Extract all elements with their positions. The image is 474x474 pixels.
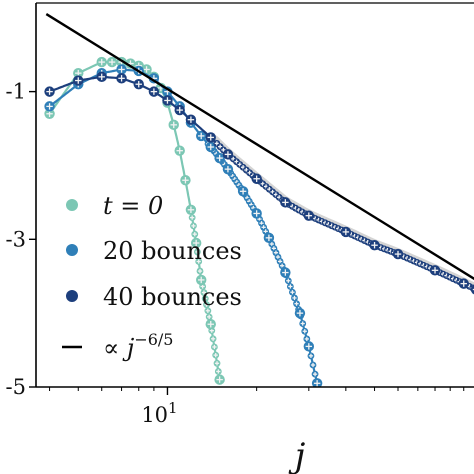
- plot-area: [44, 13, 474, 387]
- series-t0-point-3: [106, 56, 118, 68]
- series-t0-trail-4: [193, 248, 201, 256]
- series-t0-trail-10: [201, 295, 209, 303]
- series-b40-point-0: [44, 86, 55, 97]
- series-b20-point-11: [214, 152, 225, 164]
- series-b20-point-19: [311, 378, 323, 387]
- series-t0-trail-13: [205, 313, 213, 321]
- series-b20-trail-50: [307, 352, 315, 360]
- series-b20-point-0: [44, 101, 55, 112]
- series-b40: [44, 71, 474, 295]
- series-b40-point-19-disc: [470, 284, 474, 295]
- series-b40-point-15: [369, 240, 380, 251]
- reference-line: [45, 13, 474, 281]
- series-b20-point-17: [294, 307, 306, 319]
- series-b20-trail-40: [286, 283, 294, 290]
- series-t0-point-15: [190, 237, 202, 249]
- series-t0-point-14: [185, 204, 197, 215]
- legend-swatch-b40: [66, 290, 78, 302]
- series-b40-point-3: [116, 73, 127, 84]
- series-b40-point-5: [148, 86, 160, 97]
- series-b20-trail-52: [311, 370, 319, 378]
- series-t0-point-13: [180, 175, 191, 186]
- legend-label-b20: 20 bounces: [103, 237, 242, 265]
- series-t0-trail-11: [203, 301, 210, 309]
- series-t0-trail-16: [209, 335, 217, 343]
- series-b20-trail-47: [301, 327, 309, 335]
- series-b20-point-18: [303, 341, 315, 352]
- series-b40-point-10: [222, 149, 234, 160]
- series-b20-point-9: [196, 130, 207, 142]
- series-t0-point-0: [44, 108, 55, 119]
- series-b40-point-7: [174, 104, 185, 116]
- series-b20-point-10: [205, 141, 216, 153]
- plot-inner: [44, 13, 474, 387]
- series-b40-point-6: [162, 95, 173, 106]
- series-b40-point-16: [392, 248, 404, 260]
- series-t0-trail-20: [214, 368, 222, 375]
- series-b20-trail-43: [293, 300, 300, 308]
- series-t0-trail-12: [204, 307, 212, 315]
- series-t0-trail-2: [191, 230, 199, 238]
- series-t0-trail-18: [212, 351, 220, 359]
- series-t0-trail-5: [195, 258, 203, 265]
- series-b20-trail-41: [289, 288, 296, 296]
- x-axis-label: j: [288, 436, 306, 474]
- y-tick-label-2: -5: [6, 375, 26, 399]
- series-b20-trail-46: [299, 320, 307, 327]
- legend: t = 0 20 bounces 40 bounces ∝ j−6/5: [62, 192, 242, 362]
- y-tick-label-0: -1: [6, 80, 26, 104]
- series-b40-point-14: [340, 226, 352, 238]
- legend-label-t0: t = 0: [103, 192, 163, 220]
- series-t0-trail-6: [196, 267, 204, 275]
- series-b20-trail-42: [291, 294, 298, 302]
- series-b20-point-14: [251, 208, 262, 219]
- series-t0-point-17: [205, 319, 216, 330]
- series-t0-point-1: [73, 67, 84, 79]
- legend-swatch-b20: [66, 244, 78, 256]
- legend-label-b40: 40 bounces: [103, 283, 242, 311]
- series-t0-point-18: [214, 374, 225, 385]
- series-b40-point-12: [280, 197, 291, 208]
- series-t0-point-16: [196, 274, 207, 286]
- series-b40-point-13: [303, 210, 315, 221]
- series-t0-point-7: [141, 64, 152, 75]
- series-b40-point-9: [205, 132, 216, 143]
- legend-label-fit: ∝ j−6/5: [103, 330, 173, 362]
- series-b20-trail-48: [303, 335, 311, 343]
- series-t0-trail-0: [188, 214, 196, 222]
- series-b20-trail-39: [284, 277, 292, 285]
- series-b40-point-11: [251, 173, 262, 184]
- series-t0-trail-17: [210, 343, 218, 351]
- series-b20-trace: [48, 68, 319, 384]
- series-b20-trail-51: [309, 361, 317, 369]
- series-t0-trail-9: [200, 289, 208, 296]
- x-tick-label-0: 101: [141, 399, 177, 427]
- series-b20-point-3: [116, 64, 127, 75]
- series-t0-trail-19: [213, 359, 221, 367]
- series-b20-point-16: [280, 267, 291, 278]
- series-t0-point-2: [96, 56, 107, 68]
- series-b20-point-15: [263, 232, 275, 244]
- series-b40-point-2: [96, 71, 107, 83]
- series-t0-point-12: [174, 145, 185, 156]
- series-b40-point-17: [429, 265, 441, 276]
- series-b40-point-4: [133, 79, 144, 90]
- series-t0-point-11: [168, 119, 179, 131]
- series-b40-point-18: [458, 278, 469, 289]
- series-b40-point-1: [73, 75, 84, 86]
- legend-swatch-t0: [66, 199, 78, 211]
- series-b20-point-12: [222, 163, 234, 175]
- series-b40-point-8: [185, 114, 197, 125]
- y-tick-label-1: -3: [6, 227, 26, 251]
- series-t0-trail-1: [190, 222, 197, 230]
- series-b20-point-13: [237, 186, 249, 197]
